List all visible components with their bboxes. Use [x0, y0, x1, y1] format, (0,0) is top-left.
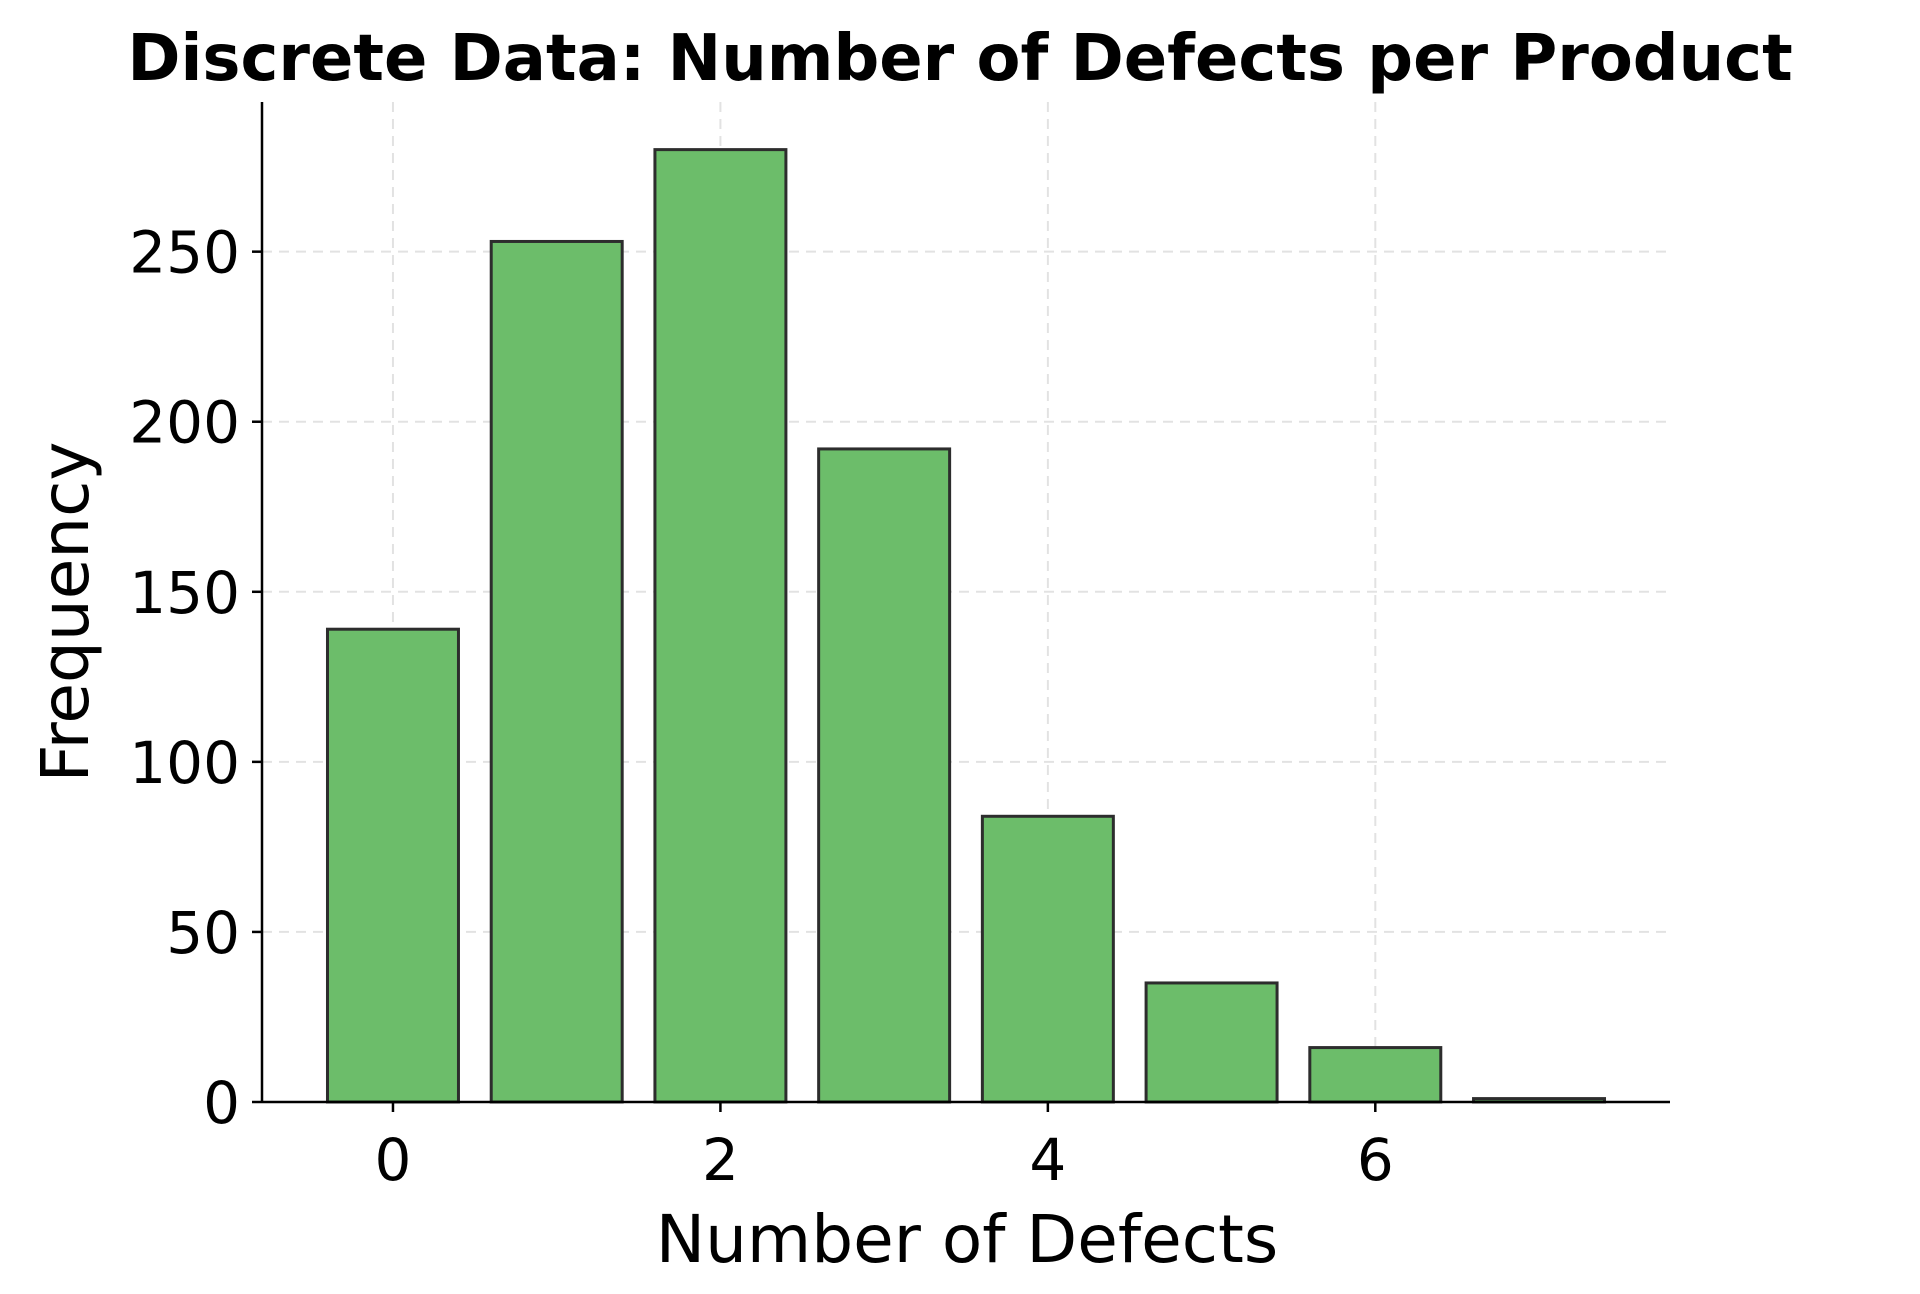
x-tick-label: 2 — [702, 1126, 739, 1194]
bars — [325, 148, 1607, 1104]
x-tick-label: 4 — [1029, 1126, 1066, 1194]
y-tick-label: 50 — [166, 899, 240, 967]
bar-6 — [1308, 1046, 1443, 1104]
axes: 0 50 100 150 200 250 0 2 4 6 — [129, 102, 1670, 1194]
bar-0 — [325, 627, 460, 1104]
y-tick-label: 150 — [129, 559, 240, 627]
x-axis-label: Number of Defects — [656, 1201, 1279, 1278]
y-tick-label: 250 — [129, 219, 240, 287]
y-tick-label: 200 — [129, 389, 240, 457]
x-tick-label: 6 — [1357, 1126, 1394, 1194]
chart-title: Discrete Data: Number of Defects per Pro… — [127, 22, 1792, 96]
bar-2 — [653, 148, 788, 1104]
y-axis-label: Frequency — [27, 442, 104, 783]
bar-1 — [489, 239, 624, 1104]
grid — [262, 102, 1670, 1103]
bar-5 — [1144, 981, 1279, 1104]
y-tick-label: 100 — [129, 729, 240, 797]
bar-3 — [817, 447, 952, 1104]
x-tick-label: 0 — [375, 1126, 412, 1194]
y-tick-label: 0 — [203, 1069, 240, 1137]
bar-4 — [980, 814, 1115, 1104]
